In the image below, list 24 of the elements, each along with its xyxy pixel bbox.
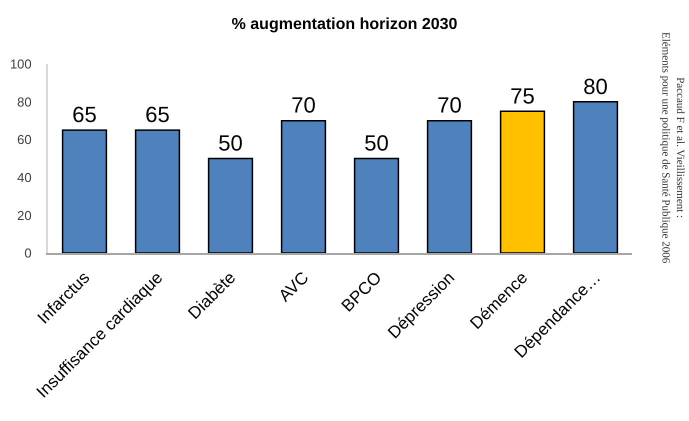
data-label: 70 (437, 92, 462, 118)
chart-title: % augmentation horizon 2030 (232, 16, 458, 33)
bar (426, 120, 472, 253)
bar (572, 101, 618, 253)
y-tick-label: 0 (24, 246, 32, 261)
bar (500, 110, 546, 253)
y-tick-label: 60 (17, 132, 32, 148)
y-tick-label: 80 (17, 94, 32, 110)
text: Paccaud F et al. Vieillissement : Eléments pour une politique de Santé Publique 2006 (660, 32, 686, 264)
bar (354, 158, 400, 253)
bar (280, 120, 326, 253)
data-label: 70 (291, 92, 316, 118)
bar (62, 129, 108, 253)
data-label: 80 (583, 74, 608, 99)
data-label: 50 (218, 130, 243, 156)
y-tick-label: 100 (10, 56, 32, 72)
bar (134, 129, 180, 253)
data-label: 65 (145, 102, 170, 128)
y-tick-label: 40 (17, 170, 32, 185)
data-label: 50 (364, 130, 389, 156)
bar (208, 158, 254, 253)
data-label: 75 (510, 83, 535, 108)
data-label: 65 (72, 102, 97, 128)
y-tick-label: 20 (17, 208, 32, 223)
